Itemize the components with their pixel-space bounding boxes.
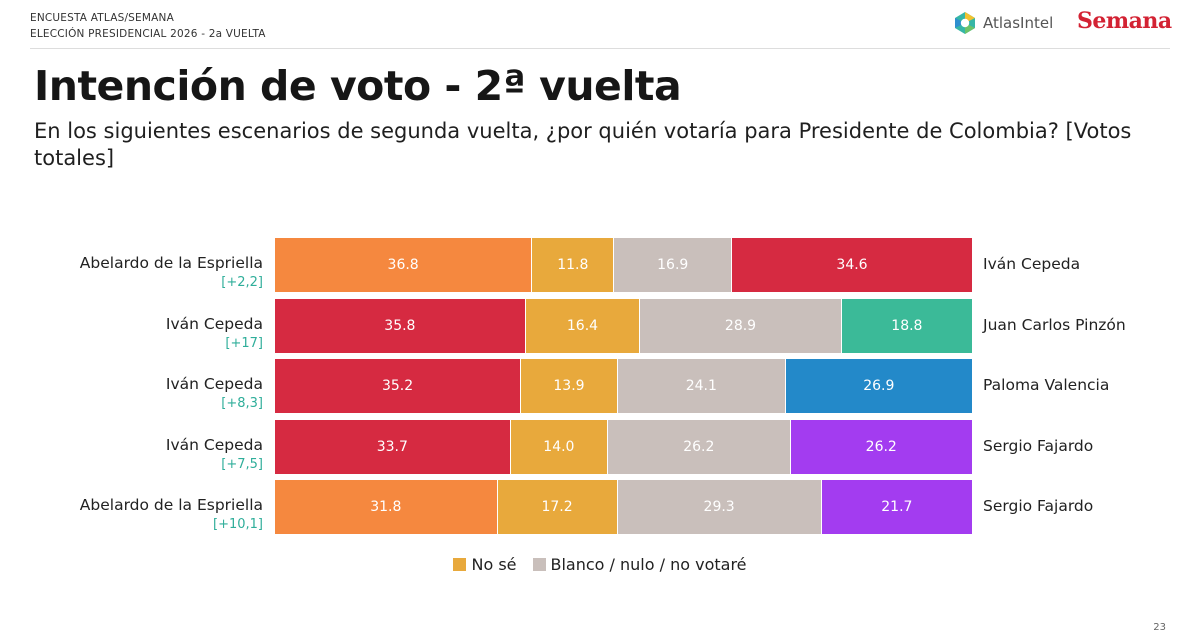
left-candidate-label: Iván Cepeda	[165, 375, 263, 393]
right-candidate-segment: 26.2	[789, 419, 972, 474]
blanco-segment: 24.1	[616, 359, 785, 413]
margin-label: [+17]	[225, 335, 263, 351]
margin-label: [+8,3]	[221, 396, 263, 411]
right-candidate-segment: 21.7	[820, 480, 972, 534]
legend-label: No sé	[471, 555, 517, 574]
chart-legend: No sé Blanco / nulo / no votaré	[0, 555, 1200, 574]
atlasintel-mark-icon	[955, 12, 975, 34]
page-number: 23	[1153, 622, 1166, 633]
left-candidate-label: Abelardo de la Espriella	[79, 496, 263, 514]
no-se-segment: 14.0	[509, 419, 608, 474]
header-divider	[30, 48, 1170, 49]
page-title: Intención de voto - 2ª vuelta	[34, 62, 682, 110]
right-candidate-label: Sergio Fajardo	[983, 436, 1094, 455]
blanco-segment: 26.2	[607, 419, 790, 474]
right-candidate-label: Paloma Valencia	[983, 376, 1110, 394]
scenario-bar: 31.8 17.2 29.3 21.7	[275, 480, 972, 534]
no-se-segment: 13.9	[520, 359, 617, 413]
right-candidate-label: Juan Carlos Pinzón	[983, 315, 1126, 334]
left-candidate-segment: 33.7	[275, 419, 510, 474]
scenario-bar: 35.8 16.4 28.9 18.8	[275, 298, 972, 353]
right-candidate-segment: 34.6	[731, 238, 972, 292]
left-candidate-segment: 35.2	[275, 359, 521, 413]
margin-label: [+10,1]	[213, 517, 263, 532]
blanco-segment: 28.9	[639, 298, 841, 353]
no-se-segment: 16.4	[524, 298, 640, 353]
legend-item: No sé	[453, 555, 517, 574]
no-se-segment: 11.8	[531, 238, 614, 292]
blanco-segment: 29.3	[616, 480, 821, 534]
left-candidate-label: Iván Cepeda	[165, 435, 263, 454]
election-label: ELECCIÓN PRESIDENCIAL 2026 - 2a VUELTA	[30, 28, 266, 40]
left-candidate-segment: 36.8	[275, 238, 532, 292]
margin-label: [+2,2]	[221, 275, 263, 290]
left-candidate-label: Abelardo de la Espriella	[79, 254, 263, 272]
legend-swatch	[532, 558, 546, 571]
legend-label: Blanco / nulo / no votaré	[550, 555, 747, 574]
atlasintel-logo: AtlasIntel	[953, 11, 1053, 35]
no-se-segment: 17.2	[496, 480, 617, 534]
left-candidate-label: Iván Cepeda	[165, 314, 263, 333]
right-candidate-label: Iván Cepeda	[983, 255, 1081, 273]
scenario-bar: 36.8 11.8 16.9 34.6	[275, 238, 972, 292]
question-subtitle: En los siguientes escenarios de segunda …	[34, 119, 1132, 170]
semana-logo: Semana	[1077, 8, 1172, 34]
legend-swatch	[453, 558, 467, 571]
left-candidate-segment: 31.8	[275, 480, 497, 534]
survey-label: ENCUESTA ATLAS/SEMANA	[30, 12, 174, 24]
scenario-bar: 35.2 13.9 24.1 26.9	[275, 359, 972, 413]
margin-label: [+7,5]	[221, 456, 263, 472]
atlasintel-logo-text: AtlasIntel	[983, 14, 1054, 32]
right-candidate-segment: 26.9	[784, 359, 972, 413]
scenario-bar: 33.7 14.0 26.2 26.2	[275, 419, 972, 474]
right-candidate-segment: 18.8	[840, 298, 972, 353]
blanco-segment: 16.9	[613, 238, 732, 292]
right-candidate-label: Sergio Fajardo	[983, 497, 1094, 515]
legend-item: Blanco / nulo / no votaré	[532, 555, 747, 574]
left-candidate-segment: 35.8	[275, 298, 525, 353]
